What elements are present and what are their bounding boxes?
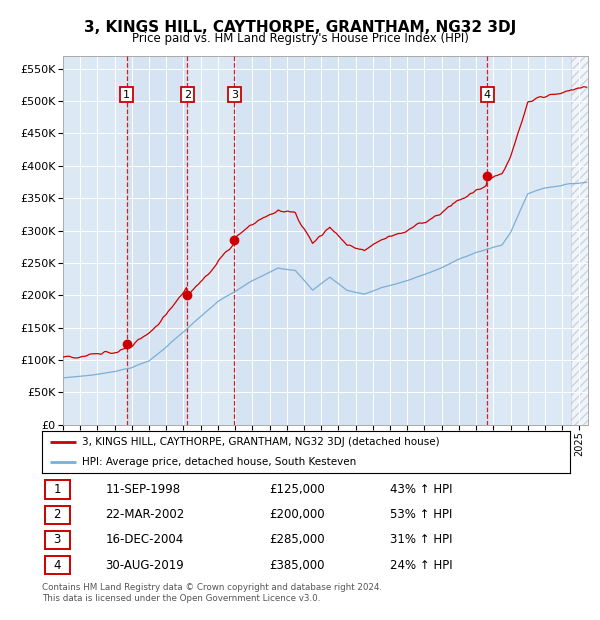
FancyBboxPatch shape [44,480,70,498]
Text: This data is licensed under the Open Government Licence v3.0.: This data is licensed under the Open Gov… [42,594,320,603]
FancyBboxPatch shape [44,556,70,574]
Text: £385,000: £385,000 [269,559,325,572]
Text: 2: 2 [184,89,191,100]
Text: £200,000: £200,000 [269,508,325,521]
Text: 16-DEC-2004: 16-DEC-2004 [106,533,184,546]
Text: HPI: Average price, detached house, South Kesteven: HPI: Average price, detached house, Sout… [82,457,356,467]
Text: 31% ↑ HPI: 31% ↑ HPI [391,533,453,546]
Text: £285,000: £285,000 [269,533,325,546]
Text: 3, KINGS HILL, CAYTHORPE, GRANTHAM, NG32 3DJ (detached house): 3, KINGS HILL, CAYTHORPE, GRANTHAM, NG32… [82,437,439,447]
Text: 1: 1 [123,89,130,100]
FancyBboxPatch shape [44,505,70,524]
Bar [235,56,487,425]
Text: 3, KINGS HILL, CAYTHORPE, GRANTHAM, NG32 3DJ: 3, KINGS HILL, CAYTHORPE, GRANTHAM, NG32… [84,20,516,35]
Bar [487,56,588,425]
Text: £125,000: £125,000 [269,483,325,496]
Text: 2: 2 [53,508,61,521]
Bar [63,56,127,425]
Text: 24% ↑ HPI: 24% ↑ HPI [391,559,453,572]
Text: Contains HM Land Registry data © Crown copyright and database right 2024.: Contains HM Land Registry data © Crown c… [42,583,382,592]
Text: 3: 3 [231,89,238,100]
Text: 22-MAR-2002: 22-MAR-2002 [106,508,185,521]
Text: 30-AUG-2019: 30-AUG-2019 [106,559,184,572]
Text: 11-SEP-1998: 11-SEP-1998 [106,483,181,496]
Bar [187,56,235,425]
Text: Price paid vs. HM Land Registry's House Price Index (HPI): Price paid vs. HM Land Registry's House … [131,32,469,45]
Text: 4: 4 [484,89,491,100]
FancyBboxPatch shape [44,531,70,549]
Text: 4: 4 [53,559,61,572]
Bar [571,56,588,425]
Text: 53% ↑ HPI: 53% ↑ HPI [391,508,453,521]
Text: 1: 1 [53,483,61,496]
Text: 43% ↑ HPI: 43% ↑ HPI [391,483,453,496]
Text: 3: 3 [53,533,61,546]
Bar [127,56,187,425]
